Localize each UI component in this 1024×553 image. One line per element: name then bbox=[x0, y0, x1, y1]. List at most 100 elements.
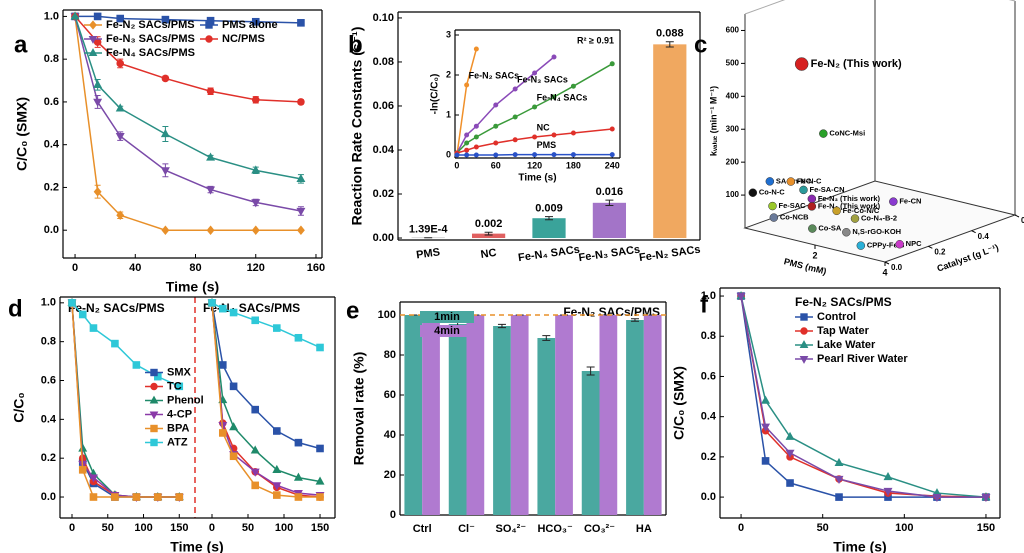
legend-marker bbox=[800, 313, 808, 321]
bar bbox=[581, 371, 600, 515]
marker bbox=[932, 493, 942, 503]
marker bbox=[294, 493, 303, 501]
marker bbox=[609, 126, 615, 132]
point bbox=[889, 197, 898, 206]
marker bbox=[273, 324, 281, 332]
series-label: Fe-N₂ SACs bbox=[469, 70, 520, 80]
marker bbox=[93, 38, 102, 46]
point bbox=[850, 214, 860, 223]
marker bbox=[175, 382, 184, 391]
legend-marker bbox=[89, 20, 97, 30]
legend-marker bbox=[150, 368, 158, 377]
point-label: N,S-rGO-KOH bbox=[852, 227, 901, 236]
bar bbox=[653, 44, 687, 239]
y-tick-label: 0.6 bbox=[44, 96, 59, 108]
marker bbox=[883, 487, 893, 497]
marker bbox=[609, 61, 615, 67]
marker bbox=[116, 210, 125, 220]
y-tick-label: 0.0 bbox=[41, 491, 56, 503]
point bbox=[808, 224, 817, 233]
legend-marker bbox=[799, 355, 809, 364]
bar bbox=[404, 315, 423, 515]
point bbox=[769, 213, 779, 222]
legend-label: BPA bbox=[167, 422, 189, 434]
marker bbox=[93, 79, 103, 88]
marker bbox=[250, 468, 260, 477]
marker bbox=[981, 493, 991, 503]
x-tick-label: 0 bbox=[454, 160, 459, 170]
legend-marker bbox=[800, 327, 808, 335]
point-label: CPPy-Fe-8 bbox=[867, 241, 905, 250]
legend-label: Phenol bbox=[167, 394, 204, 406]
y-axis-label: C/C₀ (SMX) bbox=[671, 366, 687, 440]
x-tick-label: 50 bbox=[817, 522, 829, 534]
legend-label: NC/PMS bbox=[222, 33, 265, 45]
z-tick-label: 500 bbox=[726, 58, 740, 67]
y-tick-label: 0.2 bbox=[44, 181, 59, 193]
legend-label: Pearl River Water bbox=[817, 353, 908, 365]
marker bbox=[251, 405, 260, 414]
y-axis-label: C/C₀ bbox=[11, 392, 27, 422]
marker bbox=[229, 382, 238, 391]
marker bbox=[218, 361, 227, 369]
marker bbox=[296, 225, 305, 235]
marker bbox=[251, 199, 261, 208]
marker bbox=[115, 103, 125, 112]
bar bbox=[599, 315, 618, 515]
legend-label: Lake Water bbox=[817, 339, 876, 351]
marker bbox=[316, 444, 324, 453]
marker bbox=[464, 140, 470, 146]
marker bbox=[206, 87, 215, 96]
marker bbox=[160, 167, 170, 176]
x-tick-label: 0 bbox=[209, 522, 215, 534]
series-label: PMS bbox=[537, 140, 557, 150]
marker bbox=[251, 165, 261, 174]
y-tick-label: 0.08 bbox=[373, 56, 394, 68]
y-tick-label: 20 bbox=[384, 469, 396, 481]
panel-title: Fe-N₂ SACs/PMS bbox=[68, 301, 165, 315]
point bbox=[768, 201, 777, 211]
z-axis-label: kᵥₐₗᵤₑ (min⁻¹ M⁻¹) bbox=[708, 86, 718, 156]
point bbox=[832, 206, 841, 216]
marker bbox=[229, 308, 238, 317]
panel-letter: a bbox=[14, 31, 28, 58]
legend-swatch bbox=[420, 311, 474, 323]
marker bbox=[294, 438, 303, 447]
marker bbox=[206, 152, 216, 161]
y-tick-label: 0.06 bbox=[373, 100, 394, 112]
marker bbox=[296, 173, 306, 183]
y-tick-label: 1.0 bbox=[44, 10, 59, 22]
point bbox=[842, 228, 851, 237]
y-tick-label: 0.04 bbox=[373, 144, 395, 156]
bar bbox=[493, 326, 511, 515]
marker bbox=[93, 12, 102, 21]
marker bbox=[251, 225, 260, 235]
x-tick-label: 80 bbox=[189, 262, 201, 274]
y-tick-label: 3 bbox=[446, 29, 451, 39]
x-tick-label: Ctrl bbox=[413, 523, 432, 535]
x-tick-label: 100 bbox=[275, 522, 293, 534]
marker bbox=[834, 457, 844, 467]
legend-label: 4min bbox=[434, 325, 460, 337]
error-bar bbox=[665, 41, 674, 48]
bar bbox=[537, 338, 556, 515]
marker bbox=[532, 134, 538, 140]
x-tick-label: PMS bbox=[416, 246, 441, 261]
marker bbox=[93, 186, 102, 197]
marker bbox=[785, 431, 795, 440]
marker bbox=[132, 361, 141, 369]
y-tick-label: 0.02 bbox=[373, 188, 394, 200]
marker bbox=[834, 475, 844, 484]
legend-label: Fe-N₃ SACs/PMS bbox=[106, 33, 195, 45]
point-label: Fe-N₄ (This work) bbox=[818, 201, 881, 210]
point-label: Co-N₄-B-2 bbox=[861, 214, 897, 223]
legend-marker bbox=[150, 424, 158, 433]
marker bbox=[161, 15, 170, 24]
point-label: CoNC-Msi bbox=[829, 129, 865, 138]
bar bbox=[532, 218, 566, 239]
legend-marker bbox=[150, 382, 158, 391]
y-tick-label: 0.0 bbox=[701, 491, 716, 503]
marker bbox=[761, 423, 771, 432]
marker bbox=[883, 471, 893, 481]
marker bbox=[78, 310, 87, 319]
